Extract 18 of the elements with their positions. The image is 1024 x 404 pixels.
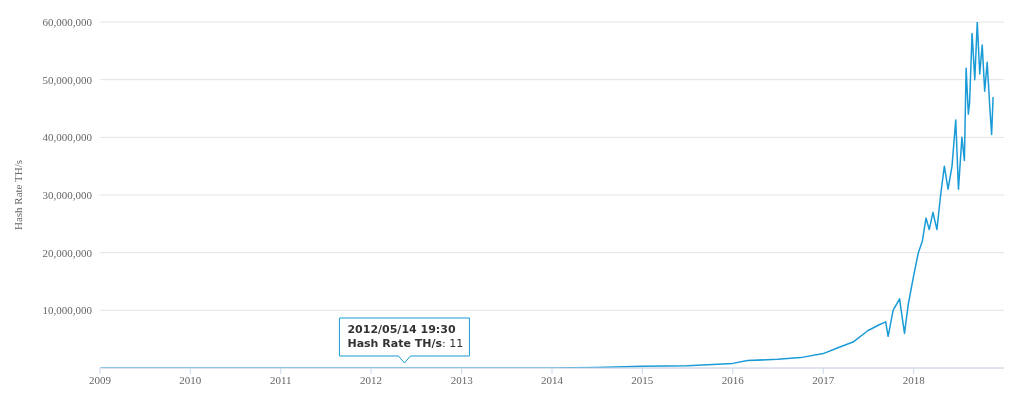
y-tick-label: 30,000,000 xyxy=(42,188,93,201)
y-tick-label: 10,000,000 xyxy=(42,304,93,317)
x-tick-label: 2013 xyxy=(450,373,474,386)
x-tick-label: 2015 xyxy=(631,373,654,386)
x-tick-label: 2014 xyxy=(541,373,564,386)
x-tick-label: 2017 xyxy=(812,373,835,386)
y-axis-title: Hash Rate TH/s xyxy=(11,159,24,231)
y-tick-label: 50,000,000 xyxy=(42,73,93,86)
x-tick-label: 2012 xyxy=(360,373,383,386)
x-tick-label: 2011 xyxy=(269,373,292,386)
x-tick-label: 2010 xyxy=(179,373,202,386)
y-tick-label: 20,000,000 xyxy=(42,246,93,259)
y-tick-label: 40,000,000 xyxy=(42,131,93,144)
y-tick-label: 60,000,000 xyxy=(42,15,93,28)
x-tick-label: 2018 xyxy=(902,373,926,386)
x-tick-label: 2009 xyxy=(89,373,112,386)
x-tick-label: 2016 xyxy=(721,373,745,386)
annotation: 2012/05/14 19:30 Hash Rate TH/s: 11 xyxy=(347,323,464,350)
